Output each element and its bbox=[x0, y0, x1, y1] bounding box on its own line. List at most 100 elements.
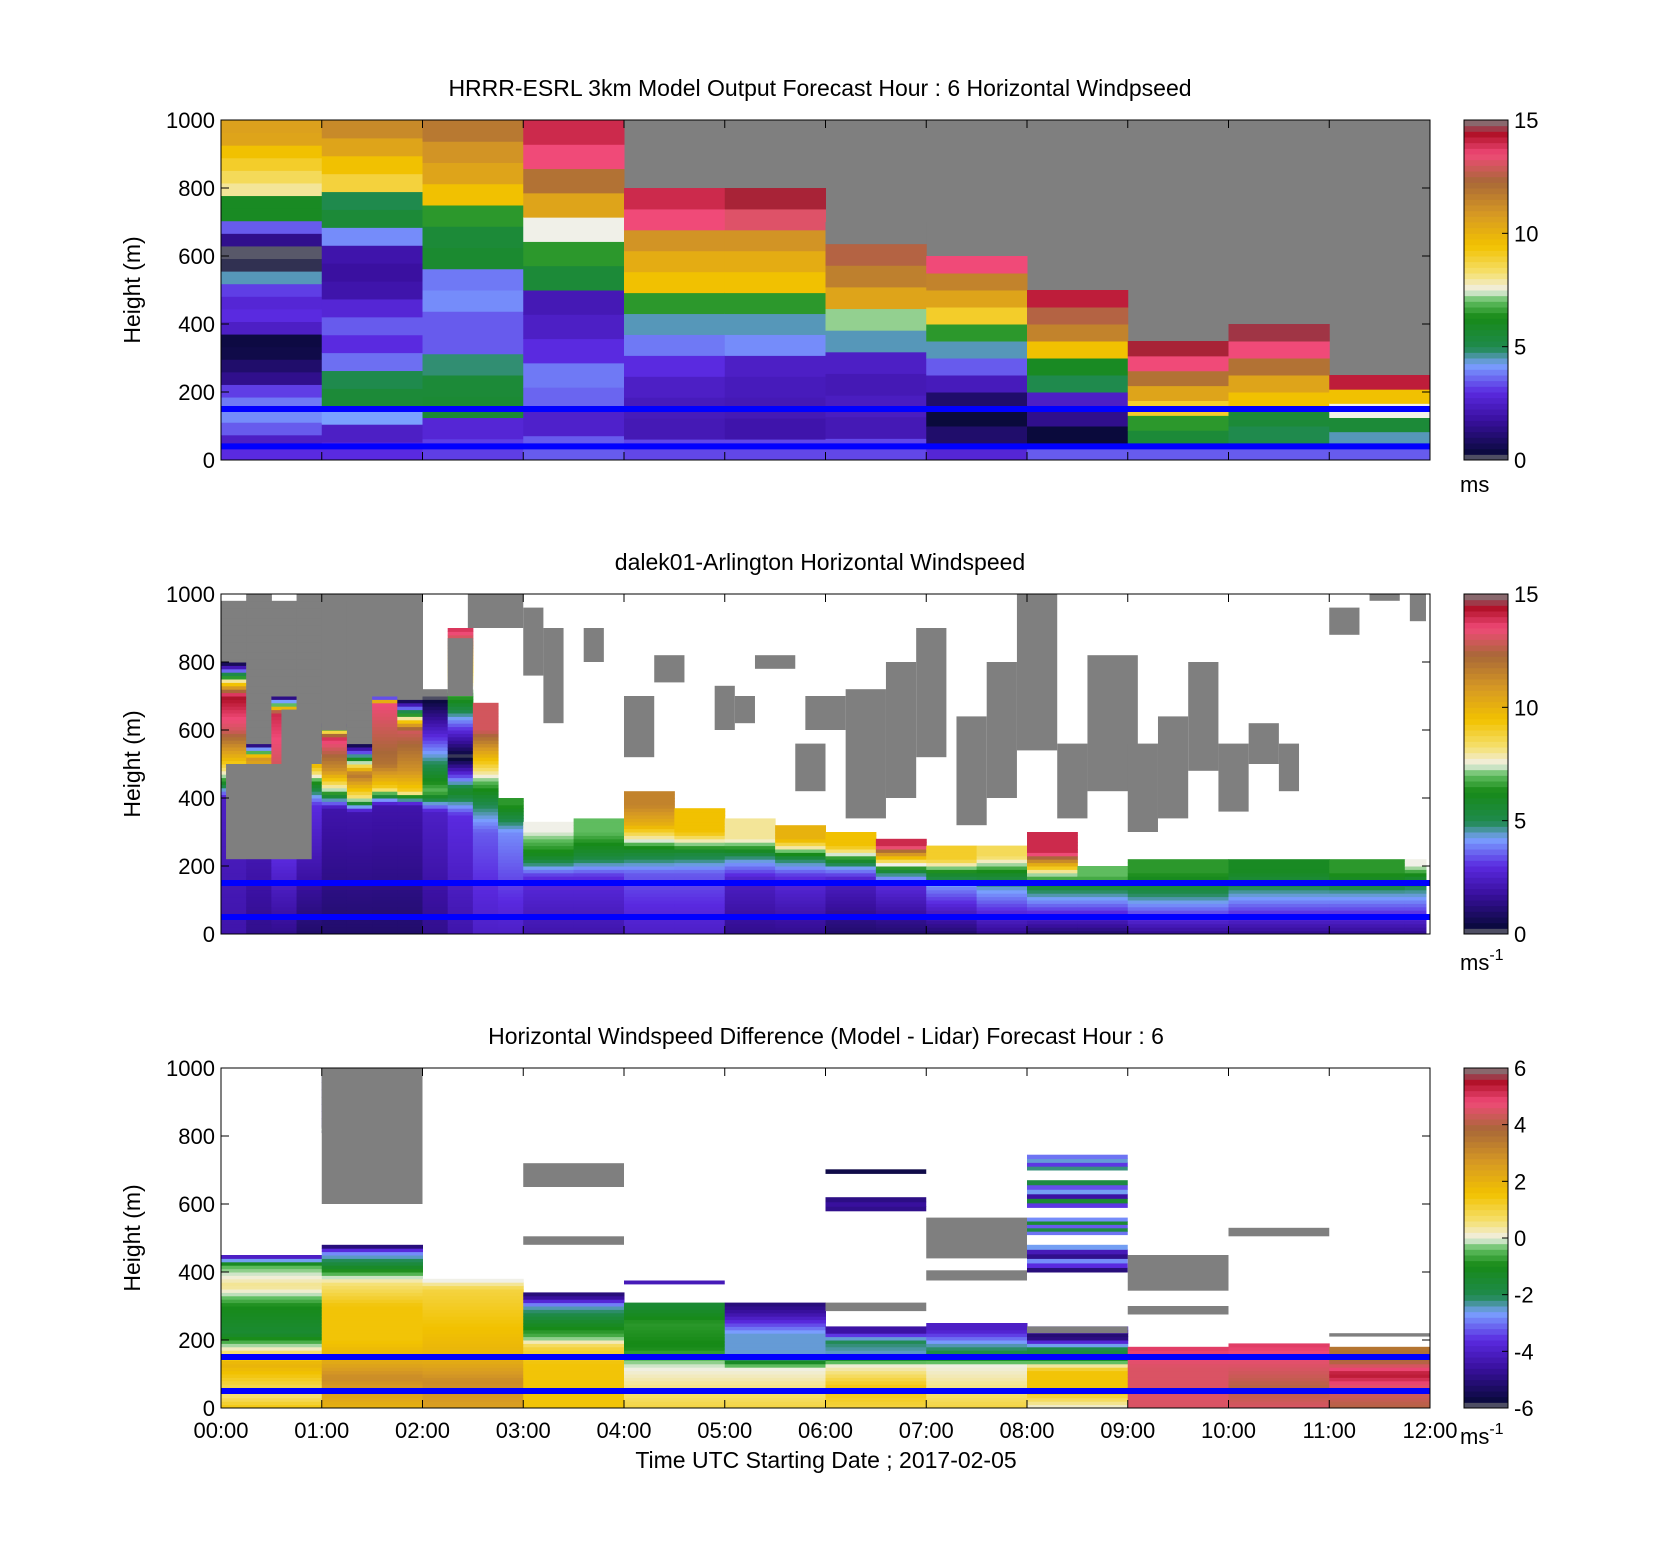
heatmap-cell bbox=[875, 869, 927, 874]
colorbar-segment bbox=[1464, 594, 1508, 601]
heatmap-cell bbox=[321, 842, 348, 847]
heatmap-cell bbox=[624, 896, 675, 901]
heatmap-cell bbox=[825, 222, 927, 245]
heatmap-cell bbox=[221, 182, 323, 197]
colorbar-segment bbox=[1464, 1130, 1508, 1137]
heatmap-cell bbox=[246, 600, 272, 605]
heatmap-cell bbox=[321, 1397, 423, 1402]
heatmap-cell bbox=[498, 825, 524, 830]
heatmap-cell bbox=[321, 893, 348, 898]
heatmap-cell bbox=[321, 886, 348, 891]
heatmap-cell bbox=[447, 869, 474, 874]
heatmap-cell bbox=[397, 702, 423, 707]
heatmap-cell bbox=[296, 893, 323, 898]
heatmap-cell bbox=[321, 1312, 423, 1317]
heatmap-cell bbox=[321, 736, 348, 741]
heatmap-cell bbox=[624, 930, 675, 935]
colorbar-segment bbox=[1464, 1374, 1508, 1381]
heatmap-cell bbox=[221, 409, 323, 423]
heatmap-cell bbox=[624, 1309, 726, 1314]
heatmap-cell bbox=[397, 726, 423, 731]
heatmap-cell bbox=[472, 889, 499, 894]
heatmap-cell bbox=[573, 893, 625, 898]
heatmap-cell bbox=[926, 1350, 1028, 1355]
heatmap-cell bbox=[472, 835, 499, 840]
heatmap-cell bbox=[346, 900, 373, 904]
heatmap-cell bbox=[447, 808, 474, 813]
heatmap-cell bbox=[321, 733, 348, 738]
heatmap-cell bbox=[1404, 930, 1427, 935]
heatmap-cell bbox=[321, 1268, 423, 1273]
heatmap-cell bbox=[1027, 341, 1129, 359]
heatmap-cell bbox=[1329, 886, 1406, 891]
heatmap-cell bbox=[1027, 1346, 1129, 1351]
colorbar-segment bbox=[1464, 854, 1508, 861]
heatmap-cell bbox=[523, 1343, 625, 1348]
colorbar-segment bbox=[1464, 730, 1508, 737]
heatmap-cell bbox=[246, 930, 272, 935]
heatmap-cell bbox=[372, 818, 398, 823]
heatmap-cell bbox=[271, 702, 298, 707]
heatmap-cell bbox=[724, 842, 776, 847]
heatmap-cell bbox=[346, 757, 373, 762]
heatmap-cell bbox=[1077, 906, 1129, 911]
heatmap-cell bbox=[624, 835, 675, 840]
heatmap-cell bbox=[1027, 1158, 1128, 1163]
heatmap-cell bbox=[472, 930, 499, 935]
heatmap-cell bbox=[422, 774, 449, 779]
heatmap-cell bbox=[624, 889, 675, 894]
heatmap-cell bbox=[271, 889, 298, 894]
colorbar-segment bbox=[1464, 1226, 1508, 1233]
colorbar-segment bbox=[1464, 431, 1508, 438]
heatmap-cell bbox=[271, 655, 298, 660]
heatmap-cell bbox=[573, 842, 625, 847]
heatmap-cell bbox=[1127, 341, 1229, 357]
heatmap-cell bbox=[624, 791, 675, 796]
heatmap-cell bbox=[296, 862, 323, 867]
heatmap-cell bbox=[674, 920, 726, 925]
y-tick-label: 200 bbox=[178, 854, 215, 879]
heatmap-cell bbox=[372, 869, 398, 874]
heatmap-cell bbox=[674, 896, 726, 901]
heatmap-cell bbox=[523, 1363, 625, 1368]
heatmap-cell bbox=[825, 900, 877, 904]
heatmap-cell bbox=[1228, 375, 1330, 393]
heatmap-cell bbox=[523, 927, 575, 932]
heatmap-cell bbox=[624, 1394, 726, 1399]
heatmap-cell bbox=[1027, 859, 1078, 864]
heatmap-cell bbox=[221, 614, 247, 619]
heatmap-cell bbox=[321, 811, 348, 816]
heatmap-cell bbox=[296, 859, 323, 864]
heatmap-cell bbox=[775, 906, 826, 911]
colorbar-segment bbox=[1464, 1136, 1508, 1143]
heatmap-cell bbox=[724, 903, 776, 908]
heatmap-cell bbox=[221, 120, 323, 134]
heatmap-cell bbox=[422, 1312, 524, 1317]
missing-data-cell bbox=[1329, 1333, 1430, 1337]
heatmap-cell bbox=[221, 1255, 323, 1259]
heatmap-cell bbox=[321, 852, 348, 857]
heatmap-cell bbox=[271, 648, 298, 653]
heatmap-cell bbox=[1127, 415, 1229, 431]
heatmap-cell bbox=[472, 743, 499, 748]
heatmap-cell bbox=[221, 900, 247, 904]
heatmap-cell bbox=[296, 668, 323, 673]
y-tick-label: 600 bbox=[178, 244, 215, 269]
heatmap-cell bbox=[926, 392, 1028, 410]
heatmap-cell bbox=[1228, 866, 1330, 870]
heatmap-cell bbox=[825, 920, 877, 925]
heatmap-cell bbox=[1329, 903, 1406, 908]
missing-data-cell bbox=[1278, 743, 1300, 792]
heatmap-cell bbox=[724, 1312, 826, 1317]
heatmap-cell bbox=[346, 794, 373, 799]
heatmap-cell bbox=[926, 859, 978, 864]
heatmap-cell bbox=[321, 263, 423, 282]
heatmap-cell bbox=[926, 1360, 1028, 1365]
heatmap-cell bbox=[221, 1363, 323, 1368]
heatmap-cell bbox=[346, 801, 373, 806]
heatmap-cell bbox=[296, 869, 323, 874]
heatmap-cell bbox=[321, 1340, 423, 1344]
colorbar-segment bbox=[1464, 1238, 1508, 1245]
heatmap-cell bbox=[246, 726, 272, 731]
colorbar-segment bbox=[1464, 809, 1508, 816]
